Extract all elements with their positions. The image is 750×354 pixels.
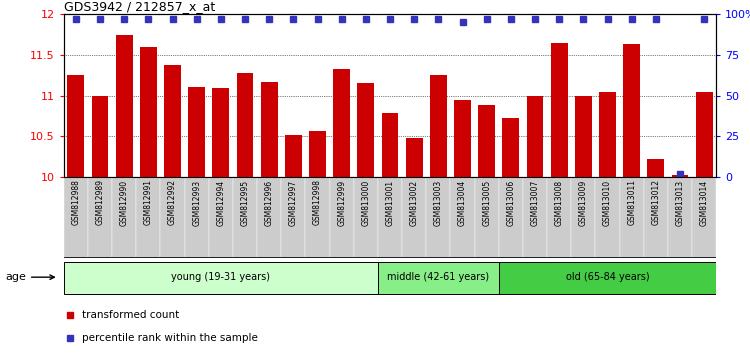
Bar <box>499 262 716 294</box>
Text: GSM812990: GSM812990 <box>120 179 129 225</box>
Bar <box>209 177 233 258</box>
Bar <box>212 88 230 177</box>
Text: GSM812988: GSM812988 <box>71 179 80 225</box>
Text: GDS3942 / 212857_x_at: GDS3942 / 212857_x_at <box>64 0 215 13</box>
Text: GSM812995: GSM812995 <box>241 179 250 225</box>
Bar <box>285 135 302 177</box>
Bar <box>116 34 133 177</box>
Text: GSM813006: GSM813006 <box>506 179 515 226</box>
Bar <box>596 177 619 258</box>
Bar <box>92 96 109 177</box>
Bar <box>88 177 112 258</box>
Bar <box>164 65 181 177</box>
Bar <box>671 175 688 177</box>
Bar <box>454 100 471 177</box>
Bar <box>426 177 451 258</box>
Bar <box>599 91 616 177</box>
Text: GSM813004: GSM813004 <box>458 179 467 226</box>
Text: GSM813011: GSM813011 <box>627 179 636 225</box>
Bar <box>136 177 160 258</box>
Text: GSM813002: GSM813002 <box>410 179 419 225</box>
Text: GSM813005: GSM813005 <box>482 179 491 226</box>
Text: GSM813012: GSM813012 <box>651 179 660 225</box>
Bar <box>647 159 664 177</box>
Bar <box>309 131 326 177</box>
Text: middle (42-61 years): middle (42-61 years) <box>387 272 490 282</box>
Text: GSM812993: GSM812993 <box>192 179 201 225</box>
Text: GSM813000: GSM813000 <box>362 179 370 226</box>
Bar <box>620 177 644 258</box>
Bar <box>233 177 257 258</box>
Bar <box>430 75 447 177</box>
Bar <box>526 96 544 177</box>
Text: age: age <box>5 272 54 282</box>
Bar <box>644 177 668 258</box>
Bar <box>523 177 547 258</box>
Bar <box>64 177 88 258</box>
Bar <box>406 138 423 177</box>
Text: GSM812997: GSM812997 <box>289 179 298 225</box>
Bar <box>692 177 716 258</box>
Bar <box>378 177 402 258</box>
Bar <box>112 177 136 258</box>
Text: GSM812989: GSM812989 <box>95 179 104 225</box>
Bar <box>696 91 712 177</box>
Text: GSM812991: GSM812991 <box>144 179 153 225</box>
Bar <box>329 177 354 258</box>
Bar <box>357 83 374 177</box>
Bar <box>402 177 426 258</box>
Text: GSM812999: GSM812999 <box>338 179 346 225</box>
Text: GSM812996: GSM812996 <box>265 179 274 225</box>
Bar <box>236 73 254 177</box>
Bar <box>140 47 157 177</box>
Text: young (19-31 years): young (19-31 years) <box>171 272 270 282</box>
Bar <box>574 96 592 177</box>
Bar <box>188 87 205 177</box>
Bar <box>572 177 596 258</box>
Bar <box>257 177 281 258</box>
Bar <box>451 177 475 258</box>
Bar <box>68 75 84 177</box>
Bar <box>503 118 519 177</box>
Text: GSM812992: GSM812992 <box>168 179 177 225</box>
Text: GSM812998: GSM812998 <box>313 179 322 225</box>
Text: GSM813003: GSM813003 <box>433 179 442 226</box>
Bar <box>64 262 378 294</box>
Bar <box>305 177 329 258</box>
Text: old (65-84 years): old (65-84 years) <box>566 272 650 282</box>
Text: GSM812994: GSM812994 <box>216 179 225 225</box>
Bar <box>668 177 692 258</box>
Text: GSM813008: GSM813008 <box>555 179 564 225</box>
Text: GSM813007: GSM813007 <box>530 179 539 226</box>
Bar <box>475 177 499 258</box>
Bar <box>281 177 305 258</box>
Text: GSM813010: GSM813010 <box>603 179 612 225</box>
Text: GSM813009: GSM813009 <box>579 179 588 226</box>
Bar <box>160 177 184 258</box>
Bar <box>378 262 499 294</box>
Bar <box>261 82 278 177</box>
Text: transformed count: transformed count <box>82 310 179 320</box>
Bar <box>550 42 568 177</box>
Text: percentile rank within the sample: percentile rank within the sample <box>82 333 258 343</box>
Bar <box>354 177 378 258</box>
Bar <box>184 177 209 258</box>
Text: GSM813001: GSM813001 <box>386 179 394 225</box>
Bar <box>333 69 350 177</box>
Text: GSM813014: GSM813014 <box>700 179 709 225</box>
Bar <box>623 44 640 177</box>
Bar <box>547 177 572 258</box>
Bar <box>478 105 495 177</box>
Text: GSM813013: GSM813013 <box>676 179 685 225</box>
Bar <box>382 114 398 177</box>
Bar <box>499 177 523 258</box>
